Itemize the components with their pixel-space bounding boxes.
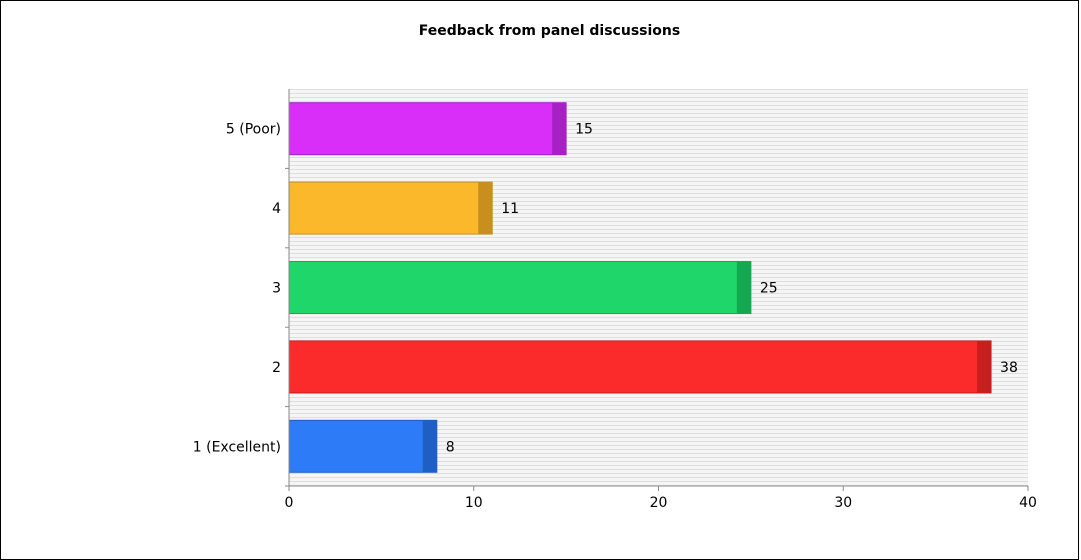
bar (288, 340, 992, 394)
x-tick-label: 30 (834, 495, 852, 511)
bar-shade (552, 102, 567, 155)
data-label: 38 (1000, 360, 1018, 376)
bar (288, 102, 567, 156)
category-label: 5 (Poor) (226, 122, 281, 138)
category-label: 4 (272, 201, 281, 217)
bars-group: 8 38 25 11 15 (288, 102, 1018, 473)
axes-group: 1 (Excellent) 2 3 4 5 (Poor) 0 10 20 30 40 (193, 89, 1037, 511)
bar-shade (736, 261, 751, 314)
data-label: 25 (760, 281, 778, 297)
category-label: 2 (272, 360, 281, 376)
x-tick-label: 20 (650, 495, 668, 511)
bar-chart: 8 38 25 11 15 1 (Excellent) 2 3 4 5 (Poor) 0 10 20 3… (193, 89, 1037, 511)
x-tick-label: 0 (285, 495, 294, 511)
data-label: 15 (575, 122, 593, 138)
x-tick-label: 10 (465, 495, 483, 511)
category-label: 1 (Excellent) (193, 439, 281, 455)
chart-title: Feedback from panel discussions (418, 23, 681, 39)
bar-shade (977, 340, 992, 393)
data-label: 8 (446, 439, 455, 455)
x-tick-label: 40 (1019, 495, 1037, 511)
bar-shade (478, 182, 493, 235)
bar (288, 419, 438, 473)
data-label: 11 (501, 201, 519, 217)
bar (288, 261, 752, 314)
bar-shade (422, 420, 437, 473)
category-label: 3 (272, 281, 281, 297)
bar (288, 181, 493, 235)
